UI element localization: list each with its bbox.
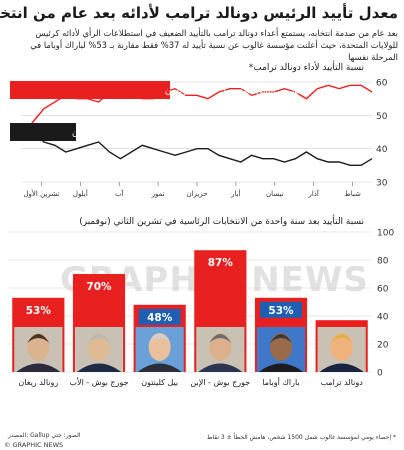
portrait-suit [137, 363, 182, 372]
x-tick-label: نيسان [266, 190, 284, 198]
category-label: جورج بوش - الأب [69, 377, 128, 387]
bar-value-badge [17, 301, 60, 318]
category-label: بيل كلينتون [141, 378, 178, 387]
y-tick-label: 80 [377, 257, 389, 267]
approve-label-bg [10, 123, 76, 141]
approval-line-chart: 30 40 50 60 تشرين الأول أيلول آب تموز حزيران أيار… [10, 79, 388, 198]
page-title: معدل تأييد الرئيس دونالد ترامب لأدائه بع… [0, 4, 398, 22]
portrait-face [148, 333, 171, 361]
y-tick-label: 30 [376, 179, 388, 189]
x-tick-label: آذار [307, 189, 319, 198]
portrait-face [209, 333, 232, 361]
x-tick-label: أيلول [73, 189, 88, 198]
category-label: رونالد ريغان [18, 378, 58, 387]
portrait-face [27, 333, 50, 361]
bar-value-label: 70% [86, 281, 112, 293]
page-subtitle: بعد عام من صدمة انتخابه، يستمتع أعداء دو… [30, 28, 398, 62]
portrait-suit [16, 363, 61, 372]
disapprove-label-bg [10, 81, 170, 99]
disapprove-label: 4 تشرين الثاني (نوفمبر): 57% لا يؤيدون [10, 81, 310, 99]
category-label: دونالد ترامب [321, 378, 364, 387]
category-label: باراك أوباما [262, 377, 299, 387]
bar-value-label: 53% [268, 305, 294, 317]
portrait-photo [317, 327, 366, 372]
portrait-hair [330, 334, 353, 343]
line-chart-title: نسبة التأييد لأداء دونالد ترامب* [248, 63, 364, 73]
portrait-face [270, 333, 292, 361]
bar-value-badge [138, 308, 181, 325]
portrait-suit [76, 363, 122, 372]
y-tick-label: 40 [376, 145, 388, 155]
portrait-hair [209, 334, 232, 343]
x-tick-label: تموز [151, 190, 165, 198]
portrait-photo [196, 327, 245, 372]
x-tick-label: آب [115, 189, 125, 198]
portrait-hair [88, 334, 110, 343]
y-tick-label: 50 [376, 112, 388, 122]
portrait-hair [270, 334, 292, 343]
bar-value-label: 48% [147, 312, 173, 324]
y-tick-label: 60 [376, 79, 388, 89]
bar-chart-title: نسبة التأييد بعد سنة واحدة من الانتخابات… [79, 217, 364, 227]
bar-value-badge [78, 278, 120, 294]
portrait-face [330, 333, 353, 361]
x-tick-label: أيار [230, 189, 240, 198]
portrait-photo [74, 327, 124, 372]
disapprove-label-text: 4 تشرين الثاني (نوفمبر): 57% لا يؤيدون [165, 87, 310, 97]
source-note: المصدر: Gallup الصور: جتي [8, 432, 81, 439]
portrait-suit [319, 363, 364, 372]
category-label: جورج بوش - الإبن [190, 378, 250, 388]
y-tick-label: 20 [377, 341, 389, 351]
portrait-photo [14, 327, 63, 372]
y-tick-label: 60 [377, 285, 389, 295]
credit: © GRAPHIC NEWS [4, 441, 64, 449]
portrait-suit [258, 363, 304, 372]
portrait-face [88, 333, 110, 361]
y-tick-label: 0 [377, 369, 383, 379]
portrait-hair [27, 334, 50, 343]
x-tick-label: حزيران [186, 190, 207, 198]
portrait-hair [148, 334, 171, 343]
footnote: * إحصاء يومي لمؤسسة غالوب شمل 1500 شخص، … [206, 434, 396, 441]
bar-value-badge [199, 254, 242, 271]
approve-label-text: 37% يؤيدون [72, 129, 118, 139]
portrait-photo [256, 327, 306, 372]
portrait-suit [198, 363, 243, 372]
y-tick-label: 100 [377, 229, 394, 239]
y-tick-label: 40 [377, 313, 389, 323]
approve-label: 37% يؤيدون [10, 123, 118, 141]
bar-value-badge [260, 301, 302, 318]
portrait-photo [135, 327, 184, 372]
x-tick-label: شباط [344, 190, 361, 198]
series-line-1 [22, 131, 373, 167]
bar-value-label: 87% [208, 257, 234, 269]
x-tick-label: تشرين الأول [23, 189, 59, 198]
bar-value-label: 53% [26, 305, 52, 317]
presidents-bar-chart: 0 20 40 60 80 100 53% رونالد ريغان 70% جورج بوش -… [8, 229, 394, 388]
